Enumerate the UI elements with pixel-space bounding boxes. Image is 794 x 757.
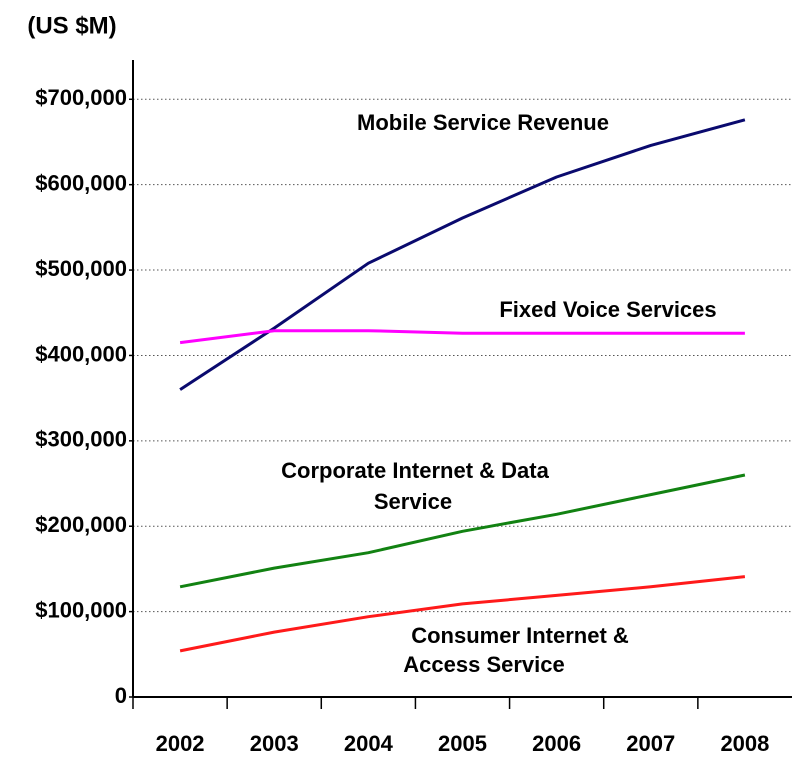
annotation: Fixed Voice Services — [499, 297, 716, 322]
x-tick-label: 2003 — [250, 731, 299, 756]
series-line — [179, 118, 746, 391]
y-tick-label: 0 — [115, 683, 127, 708]
y-tick-label: $100,000 — [35, 597, 127, 622]
y-tick-label: $700,000 — [35, 85, 127, 110]
x-tick-label: 2008 — [720, 731, 769, 756]
x-tick-label: 2005 — [438, 731, 487, 756]
y-tick-label: $200,000 — [35, 512, 127, 537]
y-tick-label: $600,000 — [35, 170, 127, 195]
annotation: Access Service — [403, 652, 564, 677]
x-tick-label: 2004 — [344, 731, 394, 756]
y-tick-label: $300,000 — [35, 427, 127, 452]
y-tick-label: $400,000 — [35, 341, 127, 366]
y-axis-label: (US $M) — [27, 12, 116, 39]
x-tick-label: 2006 — [532, 731, 581, 756]
x-tick-label: 2002 — [156, 731, 205, 756]
annotation: Mobile Service Revenue — [357, 110, 609, 135]
series-line — [179, 329, 745, 345]
series-line — [179, 575, 746, 653]
x-tick-label: 2007 — [626, 731, 675, 756]
annotation: Corporate Internet & Data — [281, 458, 549, 483]
annotation: Service — [374, 489, 452, 514]
annotation: Consumer Internet & — [411, 623, 629, 648]
y-tick-label: $500,000 — [35, 256, 127, 281]
series-line — [179, 473, 746, 589]
